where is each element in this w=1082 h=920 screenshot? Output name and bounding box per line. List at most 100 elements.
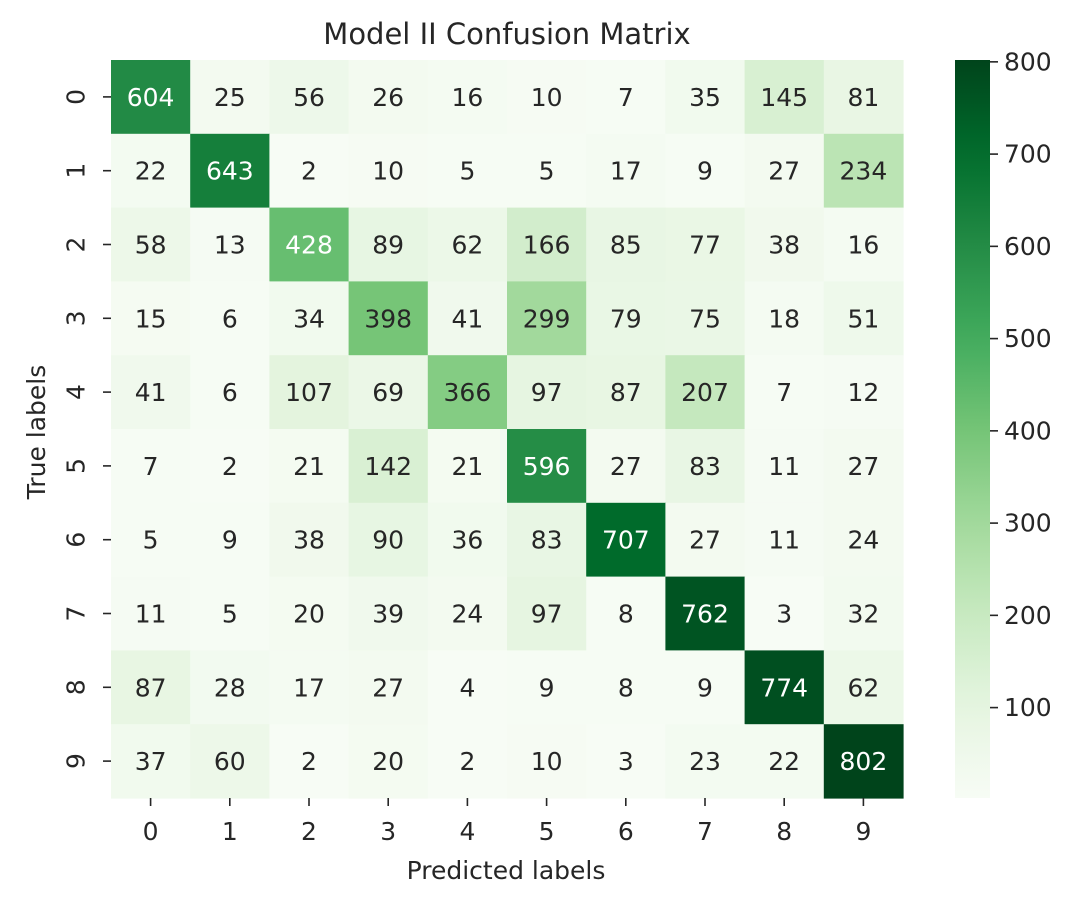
cell-value-label: 22: [135, 157, 167, 186]
heatmap-cell: [823, 724, 904, 799]
heatmap-cell: [507, 429, 587, 504]
cell-value-label: 60: [214, 747, 246, 776]
y-tick-label: 6: [62, 532, 91, 548]
cell-value-label: 77: [689, 231, 721, 260]
x-tick-label: 9: [855, 817, 871, 846]
cell-value-label: 79: [610, 304, 642, 333]
x-tick-label: 0: [143, 817, 159, 846]
cell-value-label: 604: [127, 83, 175, 112]
heatmap-cell: [190, 650, 270, 725]
heatmap-cell: [348, 429, 429, 504]
cell-value-label: 3: [776, 600, 792, 629]
heatmap-cell: [111, 281, 191, 356]
colorbar-tick-label: 400: [1004, 416, 1052, 445]
cell-value-label: 2: [301, 747, 317, 776]
heatmap-cell: [269, 207, 350, 282]
colorbar-tick-label: 800: [1004, 47, 1052, 76]
heatmap-cell: [507, 724, 587, 799]
cell-value-label: 2: [222, 452, 238, 481]
heatmap-cell: [665, 429, 746, 504]
heatmap-cell: [823, 650, 904, 725]
cell-value-label: 11: [135, 600, 167, 629]
heatmap-cell: [427, 60, 508, 135]
cell-value-label: 17: [293, 673, 325, 702]
cell-value-label: 10: [372, 157, 404, 186]
heatmap-cell: [665, 60, 746, 135]
colorbar-tick-label: 300: [1004, 509, 1052, 538]
heatmap-cell: [823, 576, 904, 651]
cell-value-label: 51: [847, 304, 879, 333]
cell-value-label: 56: [293, 83, 325, 112]
heatmap-cell: [823, 60, 904, 135]
heatmap-cell: [586, 429, 666, 504]
heatmap-cell: [348, 207, 429, 282]
heatmap-cell: [823, 429, 904, 504]
x-axis-ticks: 0 1 2 3 4 5 6 7 8 9: [143, 798, 871, 846]
colorbar-tick-label: 600: [1004, 232, 1052, 261]
cell-value-label: 27: [372, 673, 404, 702]
heatmap-cell: [586, 724, 666, 799]
cell-value-label: 6: [222, 378, 238, 407]
cell-value-label: 207: [681, 378, 729, 407]
cell-value-label: 8: [618, 673, 634, 702]
cell-value-label: 9: [697, 157, 713, 186]
heatmap-cell: [190, 724, 270, 799]
cell-value-label: 142: [364, 452, 412, 481]
cell-value-label: 34: [293, 304, 325, 333]
cell-value-label: 90: [372, 526, 404, 555]
cell-value-label: 6: [222, 304, 238, 333]
cell-value-label: 13: [214, 231, 246, 260]
heatmap-cells: [111, 60, 904, 799]
heatmap-cell: [665, 502, 746, 578]
heatmap-cell: [190, 207, 270, 282]
cell-value-label: 97: [531, 378, 563, 407]
cell-value-label: 27: [847, 452, 879, 481]
colorbar-tick-label: 500: [1004, 324, 1052, 353]
heatmap-cell: [665, 355, 746, 430]
cell-value-label: 145: [760, 83, 808, 112]
cell-value-label: 87: [135, 673, 167, 702]
cell-value-label: 37: [135, 747, 167, 776]
cell-value-label: 9: [222, 526, 238, 555]
cell-value-label: 38: [768, 231, 800, 260]
heatmap-cell: [507, 502, 587, 578]
cell-value-label: 5: [222, 600, 238, 629]
cell-value-label: 25: [214, 83, 246, 112]
cell-value-label: 2: [459, 747, 475, 776]
heatmap-cell: [507, 576, 587, 651]
heatmap-cell: [269, 429, 350, 504]
heatmap-cell: [507, 207, 587, 282]
heatmap-cell: [744, 355, 825, 430]
heatmap-cell: [665, 207, 746, 282]
cell-value-label: 39: [372, 600, 404, 629]
heatmap-cell: [823, 207, 904, 282]
cell-value-label: 28: [214, 673, 246, 702]
cell-value-label: 10: [531, 83, 563, 112]
heatmap-cell: [348, 724, 429, 799]
cell-value-label: 41: [135, 378, 167, 407]
cell-value-label: 20: [293, 600, 325, 629]
cell-value-label: 75: [689, 304, 721, 333]
cell-value-label: 15: [135, 304, 167, 333]
cell-value-label: 69: [372, 378, 404, 407]
heatmap-cell: [190, 281, 270, 356]
cell-value-label: 20: [372, 747, 404, 776]
heatmap-cell: [507, 133, 587, 209]
cell-value-label: 9: [539, 673, 555, 702]
cell-value-label: 17: [610, 157, 642, 186]
cell-value-label: 38: [293, 526, 325, 555]
cell-value-label: 18: [768, 304, 800, 333]
cell-value-label: 83: [531, 526, 563, 555]
cell-value-label: 97: [531, 600, 563, 629]
heatmap-cell: [586, 576, 666, 651]
heatmap-cell: [111, 650, 191, 725]
cell-value-label: 707: [602, 526, 650, 555]
cell-value-label: 7: [618, 83, 634, 112]
cell-value-label: 7: [143, 452, 159, 481]
heatmap-cell: [665, 281, 746, 356]
colorbar-tick-label: 100: [1004, 693, 1052, 722]
heatmap-cell: [744, 576, 825, 651]
cell-value-label: 21: [293, 452, 325, 481]
y-tick-label: 5: [62, 458, 91, 474]
y-tick-label: 8: [62, 679, 91, 695]
